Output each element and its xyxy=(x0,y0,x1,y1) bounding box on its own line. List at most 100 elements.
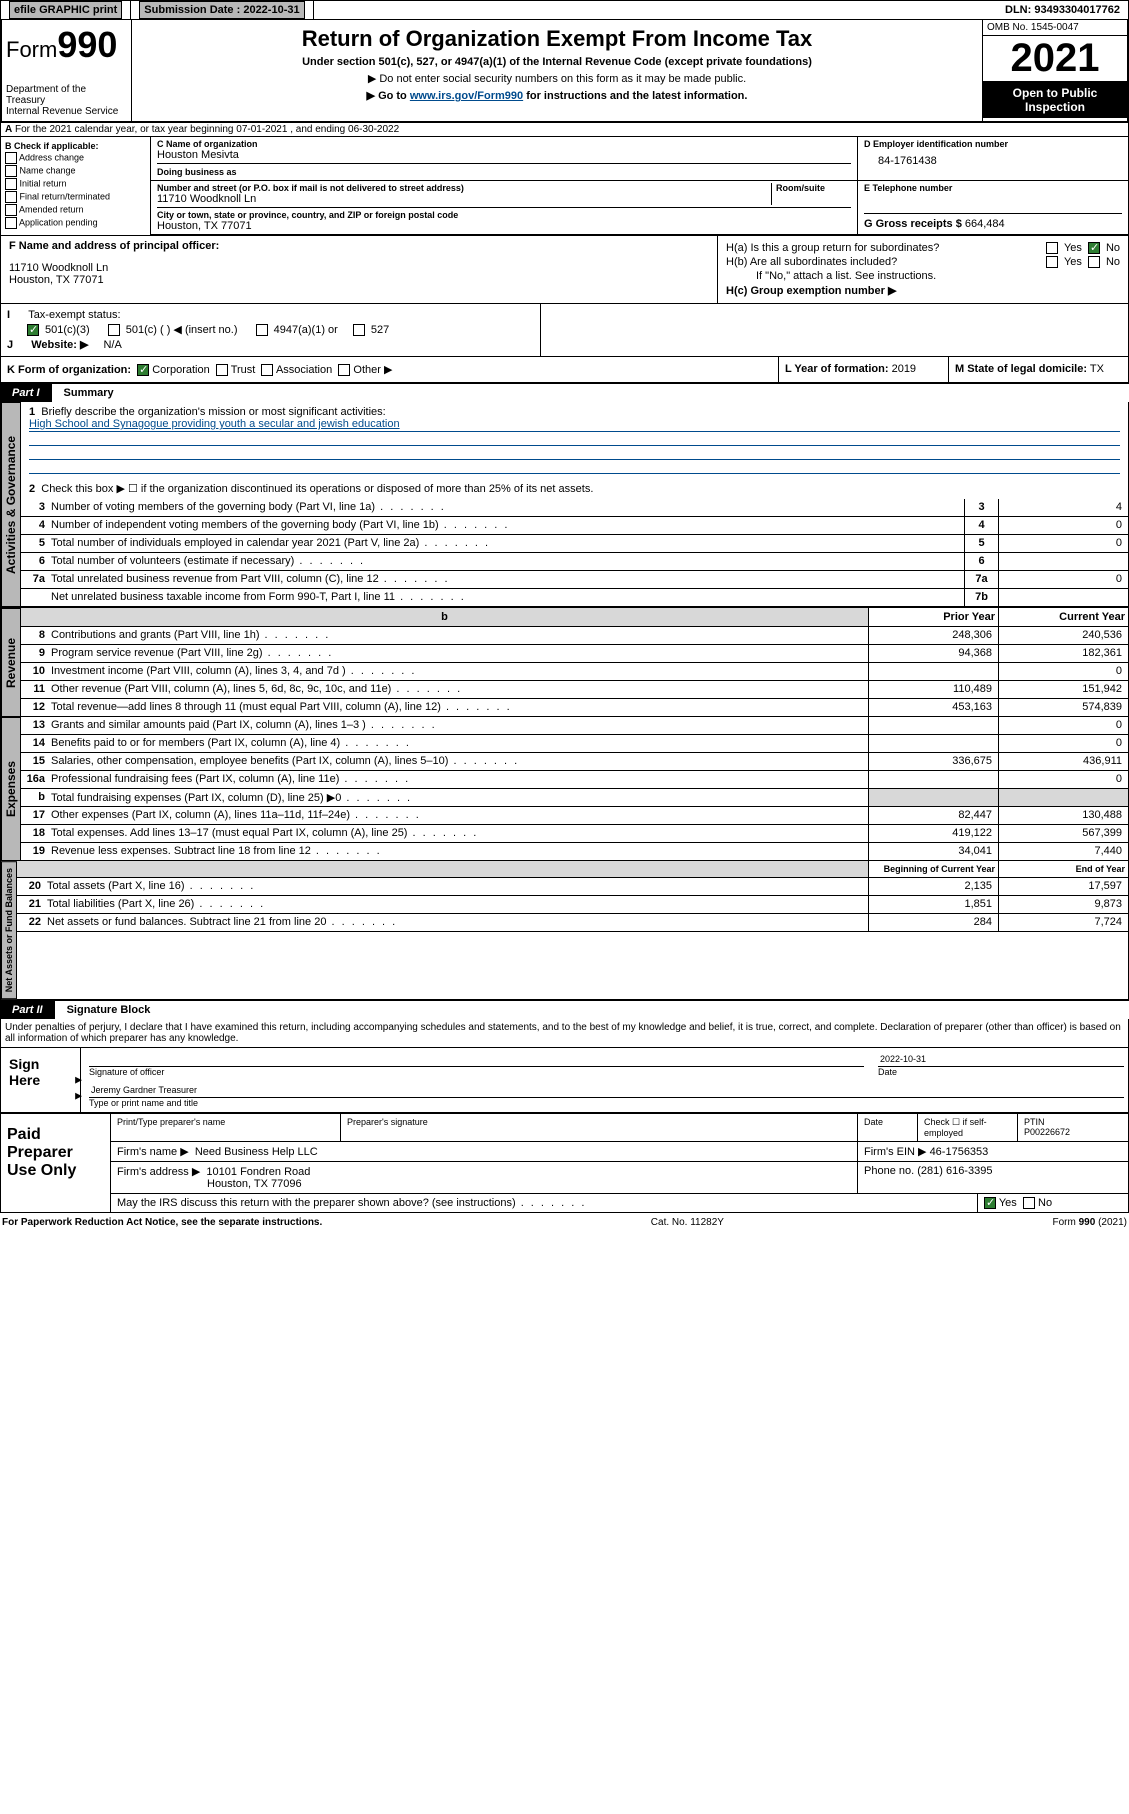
activities-governance-block: Activities & Governance 1 Briefly descri… xyxy=(0,402,1129,607)
signature-of-officer[interactable] xyxy=(89,1052,864,1067)
gov-line: 5Total number of individuals employed in… xyxy=(21,535,1128,553)
instr-no-ssn: ▶ Do not enter social security numbers o… xyxy=(144,72,970,85)
chk-amended[interactable]: Amended return xyxy=(5,204,146,216)
chk-address-change[interactable]: Address change xyxy=(5,152,146,164)
signature-block: Sign Here Signature of officer 2022-10-3… xyxy=(0,1048,1129,1114)
sign-arrow2-icon xyxy=(71,1080,81,1112)
chk-initial-return[interactable]: Initial return xyxy=(5,178,146,190)
chk-assoc[interactable] xyxy=(261,364,273,376)
street-cell: Number and street (or P.O. box if mail i… xyxy=(151,181,858,234)
header-right: OMB No. 1545-0047 2021 Open to Public In… xyxy=(982,20,1127,121)
data-line: 17Other expenses (Part IX, column (A), l… xyxy=(21,807,1128,825)
data-line: 10Investment income (Part VIII, column (… xyxy=(21,663,1128,681)
block-h: H(a) Is this a group return for subordin… xyxy=(718,236,1128,303)
header-center: Return of Organization Exempt From Incom… xyxy=(132,20,982,121)
row-i-j: I Tax-exempt status: 501(c)(3) 501(c) ( … xyxy=(0,304,1129,357)
org-name-cell: C Name of organization Houston Mesivta D… xyxy=(151,137,858,180)
col-headers-prior-current: b Prior Year Current Year xyxy=(21,608,1128,627)
chk-501c[interactable] xyxy=(108,324,120,336)
dln-cell: DLN: 93493304017762 xyxy=(997,1,1128,19)
row-k-l-m: K Form of organization: Corporation Trus… xyxy=(0,357,1129,383)
gov-line: 3Number of voting members of the governi… xyxy=(21,499,1128,517)
discuss-yes[interactable] xyxy=(984,1197,996,1209)
preparer-header-row: Print/Type preparer's name Preparer's si… xyxy=(111,1114,1128,1142)
irs-label: Internal Revenue Service xyxy=(6,106,127,117)
expenses-block: Expenses 13Grants and similar amounts pa… xyxy=(0,717,1129,861)
omb-number: OMB No. 1545-0047 xyxy=(983,20,1127,36)
page-footer: For Paperwork Reduction Act Notice, see … xyxy=(0,1213,1129,1232)
vtab-expenses: Expenses xyxy=(1,717,21,861)
gov-line: 6Total number of volunteers (estimate if… xyxy=(21,553,1128,571)
tax-year: 2021 xyxy=(983,36,1127,82)
discuss-no[interactable] xyxy=(1023,1197,1035,1209)
data-line: bTotal fundraising expenses (Part IX, co… xyxy=(21,789,1128,807)
chk-other[interactable] xyxy=(338,364,350,376)
efile-print-btn[interactable]: efile GRAPHIC print xyxy=(1,1,131,19)
gov-line: 4Number of independent voting members of… xyxy=(21,517,1128,535)
col-b-checkboxes: B Check if applicable: Address change Na… xyxy=(1,137,151,235)
form-title: Return of Organization Exempt From Incom… xyxy=(144,26,970,52)
col-headers-begin-end: Beginning of Current Year End of Year xyxy=(17,861,1128,878)
ha-no[interactable] xyxy=(1088,242,1100,254)
line2-discontinued: 2 Check this box ▶ ☐ if the organization… xyxy=(21,478,1128,499)
section-a-taxyear: A For the 2021 calendar year, or tax yea… xyxy=(0,123,1129,137)
may-discuss-row: May the IRS discuss this return with the… xyxy=(111,1194,1128,1212)
ein-cell: D Employer identification number 84-1761… xyxy=(858,137,1128,180)
vtab-activities: Activities & Governance xyxy=(1,402,21,607)
part1-header: Part I Summary xyxy=(0,383,1129,402)
data-line: 12Total revenue—add lines 8 through 11 (… xyxy=(21,699,1128,717)
netassets-block: Net Assets or Fund Balances Beginning of… xyxy=(0,861,1129,1000)
data-line: 8Contributions and grants (Part VIII, li… xyxy=(21,627,1128,645)
data-line: 18Total expenses. Add lines 13–17 (must … xyxy=(21,825,1128,843)
sign-here-label: Sign Here xyxy=(1,1048,71,1112)
penalty-statement: Under penalties of perjury, I declare th… xyxy=(0,1019,1129,1048)
ha-yes[interactable] xyxy=(1046,242,1058,254)
sign-date: 2022-10-31 xyxy=(878,1052,1124,1067)
firm-address-row: Firm's address ▶ 10101 Fondren Road Hous… xyxy=(111,1162,1128,1194)
firm-name-row: Firm's name ▶ Need Business Help LLC Fir… xyxy=(111,1142,1128,1162)
hb-no[interactable] xyxy=(1088,256,1100,268)
data-line: 14Benefits paid to or for members (Part … xyxy=(21,735,1128,753)
officer-name: Jeremy Gardner Treasurer xyxy=(89,1083,1124,1098)
data-line: 11Other revenue (Part VIII, column (A), … xyxy=(21,681,1128,699)
form-header: Form990 Department of the Treasury Inter… xyxy=(0,20,1129,123)
chk-trust[interactable] xyxy=(216,364,228,376)
hb-yes[interactable] xyxy=(1046,256,1058,268)
vtab-revenue: Revenue xyxy=(1,608,21,717)
instr-goto: ▶ Go to www.irs.gov/Form990 for instruct… xyxy=(144,89,970,102)
chk-final-return[interactable]: Final return/terminated xyxy=(5,191,146,203)
block-identity: B Check if applicable: Address change Na… xyxy=(0,137,1129,236)
data-line: 13Grants and similar amounts paid (Part … xyxy=(21,717,1128,735)
irs-link[interactable]: www.irs.gov/Form990 xyxy=(410,90,523,102)
chk-name-change[interactable]: Name change xyxy=(5,165,146,177)
paid-preparer-block: Paid Preparer Use Only Print/Type prepar… xyxy=(0,1114,1129,1213)
data-line: 19Revenue less expenses. Subtract line 1… xyxy=(21,843,1128,861)
line1-mission: 1 Briefly describe the organization's mi… xyxy=(21,402,1128,478)
revenue-block: Revenue b Prior Year Current Year 8Contr… xyxy=(0,607,1129,717)
chk-527[interactable] xyxy=(353,324,365,336)
top-bar: efile GRAPHIC print Submission Date : 20… xyxy=(0,0,1129,20)
chk-corp[interactable] xyxy=(137,364,149,376)
gov-line: Net unrelated business taxable income fr… xyxy=(21,589,1128,607)
form-subtitle: Under section 501(c), 527, or 4947(a)(1)… xyxy=(144,56,970,68)
data-line: 21Total liabilities (Part X, line 26)1,8… xyxy=(17,896,1128,914)
part2-header: Part II Signature Block xyxy=(0,1000,1129,1019)
chk-app-pending[interactable]: Application pending xyxy=(5,217,146,229)
submission-date-cell: Submission Date : 2022-10-31 xyxy=(131,1,313,19)
header-left: Form990 Department of the Treasury Inter… xyxy=(2,20,132,121)
principal-officer: F Name and address of principal officer:… xyxy=(1,236,718,303)
chk-501c3[interactable] xyxy=(27,324,39,336)
data-line: 15Salaries, other compensation, employee… xyxy=(21,753,1128,771)
vtab-netassets: Net Assets or Fund Balances xyxy=(1,861,17,999)
data-line: 16aProfessional fundraising fees (Part I… xyxy=(21,771,1128,789)
col-c-middle: C Name of organization Houston Mesivta D… xyxy=(151,137,1128,235)
open-public-badge: Open to Public Inspection xyxy=(983,82,1127,118)
dept-treasury: Department of the Treasury xyxy=(6,84,127,106)
gov-line: 7aTotal unrelated business revenue from … xyxy=(21,571,1128,589)
data-line: 22Net assets or fund balances. Subtract … xyxy=(17,914,1128,932)
chk-4947[interactable] xyxy=(256,324,268,336)
data-line: 9Program service revenue (Part VIII, lin… xyxy=(21,645,1128,663)
paid-preparer-label: Paid Preparer Use Only xyxy=(1,1114,111,1212)
block-f-h: F Name and address of principal officer:… xyxy=(0,236,1129,304)
phone-gross-cell: E Telephone number G Gross receipts $ 66… xyxy=(858,181,1128,234)
